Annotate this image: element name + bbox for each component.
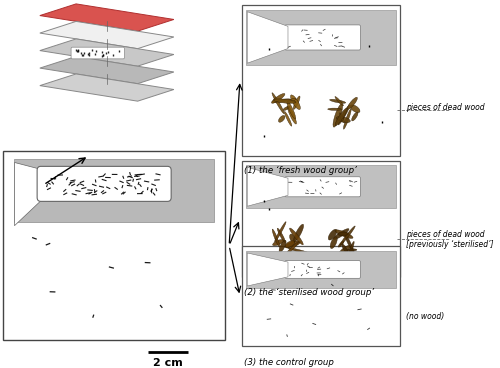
Ellipse shape xyxy=(328,229,337,240)
Ellipse shape xyxy=(284,112,292,126)
Ellipse shape xyxy=(338,241,344,247)
Ellipse shape xyxy=(290,234,295,243)
Ellipse shape xyxy=(278,116,285,122)
Ellipse shape xyxy=(284,241,300,248)
Polygon shape xyxy=(40,4,174,31)
FancyBboxPatch shape xyxy=(71,47,124,59)
Polygon shape xyxy=(247,167,288,206)
Polygon shape xyxy=(40,74,174,101)
Ellipse shape xyxy=(338,232,348,236)
Ellipse shape xyxy=(274,222,286,242)
Ellipse shape xyxy=(344,109,351,129)
Ellipse shape xyxy=(347,241,354,260)
Ellipse shape xyxy=(350,105,360,113)
Ellipse shape xyxy=(290,95,300,110)
Polygon shape xyxy=(14,162,44,226)
Ellipse shape xyxy=(272,240,284,246)
Text: (no wood): (no wood) xyxy=(406,312,444,321)
Ellipse shape xyxy=(294,96,300,109)
Ellipse shape xyxy=(272,229,280,247)
Bar xyxy=(246,10,396,65)
FancyBboxPatch shape xyxy=(285,177,360,197)
FancyBboxPatch shape xyxy=(37,166,171,201)
Bar xyxy=(246,165,396,208)
Bar xyxy=(14,159,213,222)
Bar xyxy=(242,160,400,277)
Ellipse shape xyxy=(330,237,337,248)
Bar xyxy=(242,5,400,156)
Ellipse shape xyxy=(294,224,304,241)
Ellipse shape xyxy=(283,106,290,110)
Ellipse shape xyxy=(335,96,344,106)
Ellipse shape xyxy=(274,99,296,103)
Ellipse shape xyxy=(272,93,285,103)
Ellipse shape xyxy=(344,232,354,253)
FancyBboxPatch shape xyxy=(285,25,360,50)
Ellipse shape xyxy=(348,97,358,109)
Ellipse shape xyxy=(328,108,342,110)
Ellipse shape xyxy=(279,240,286,252)
Ellipse shape xyxy=(333,104,342,127)
Polygon shape xyxy=(40,56,174,84)
Ellipse shape xyxy=(288,106,296,124)
Polygon shape xyxy=(247,12,288,63)
Ellipse shape xyxy=(284,242,298,256)
Ellipse shape xyxy=(287,101,296,119)
Ellipse shape xyxy=(290,228,304,245)
Ellipse shape xyxy=(287,98,296,103)
Ellipse shape xyxy=(334,229,349,239)
Ellipse shape xyxy=(272,99,290,103)
Polygon shape xyxy=(247,253,288,286)
Polygon shape xyxy=(40,39,174,66)
Ellipse shape xyxy=(278,228,285,243)
Ellipse shape xyxy=(338,105,349,125)
Text: (2) the ‘sterilised wood group’: (2) the ‘sterilised wood group’ xyxy=(244,288,374,297)
Ellipse shape xyxy=(342,244,347,253)
Bar xyxy=(246,251,396,288)
Ellipse shape xyxy=(335,108,347,126)
Ellipse shape xyxy=(330,99,345,103)
Text: (3) the control group: (3) the control group xyxy=(244,358,334,367)
Ellipse shape xyxy=(336,117,350,123)
Text: pieces of dead wood
[previously ‘sterilised’]: pieces of dead wood [previously ‘sterili… xyxy=(406,230,493,249)
Ellipse shape xyxy=(285,241,294,247)
Polygon shape xyxy=(40,21,174,49)
Ellipse shape xyxy=(272,93,284,114)
Bar xyxy=(2,151,224,340)
FancyBboxPatch shape xyxy=(285,261,360,278)
Bar xyxy=(242,246,400,346)
Ellipse shape xyxy=(340,113,344,123)
Ellipse shape xyxy=(352,112,358,121)
Text: 2 cm: 2 cm xyxy=(153,358,183,368)
Text: pieces of dead wood: pieces of dead wood xyxy=(406,103,484,112)
Ellipse shape xyxy=(338,245,350,256)
Ellipse shape xyxy=(346,249,357,251)
Ellipse shape xyxy=(340,226,355,245)
Ellipse shape xyxy=(288,248,310,254)
Text: (1) the ‘fresh wood group’: (1) the ‘fresh wood group’ xyxy=(244,166,356,176)
Ellipse shape xyxy=(335,230,353,238)
